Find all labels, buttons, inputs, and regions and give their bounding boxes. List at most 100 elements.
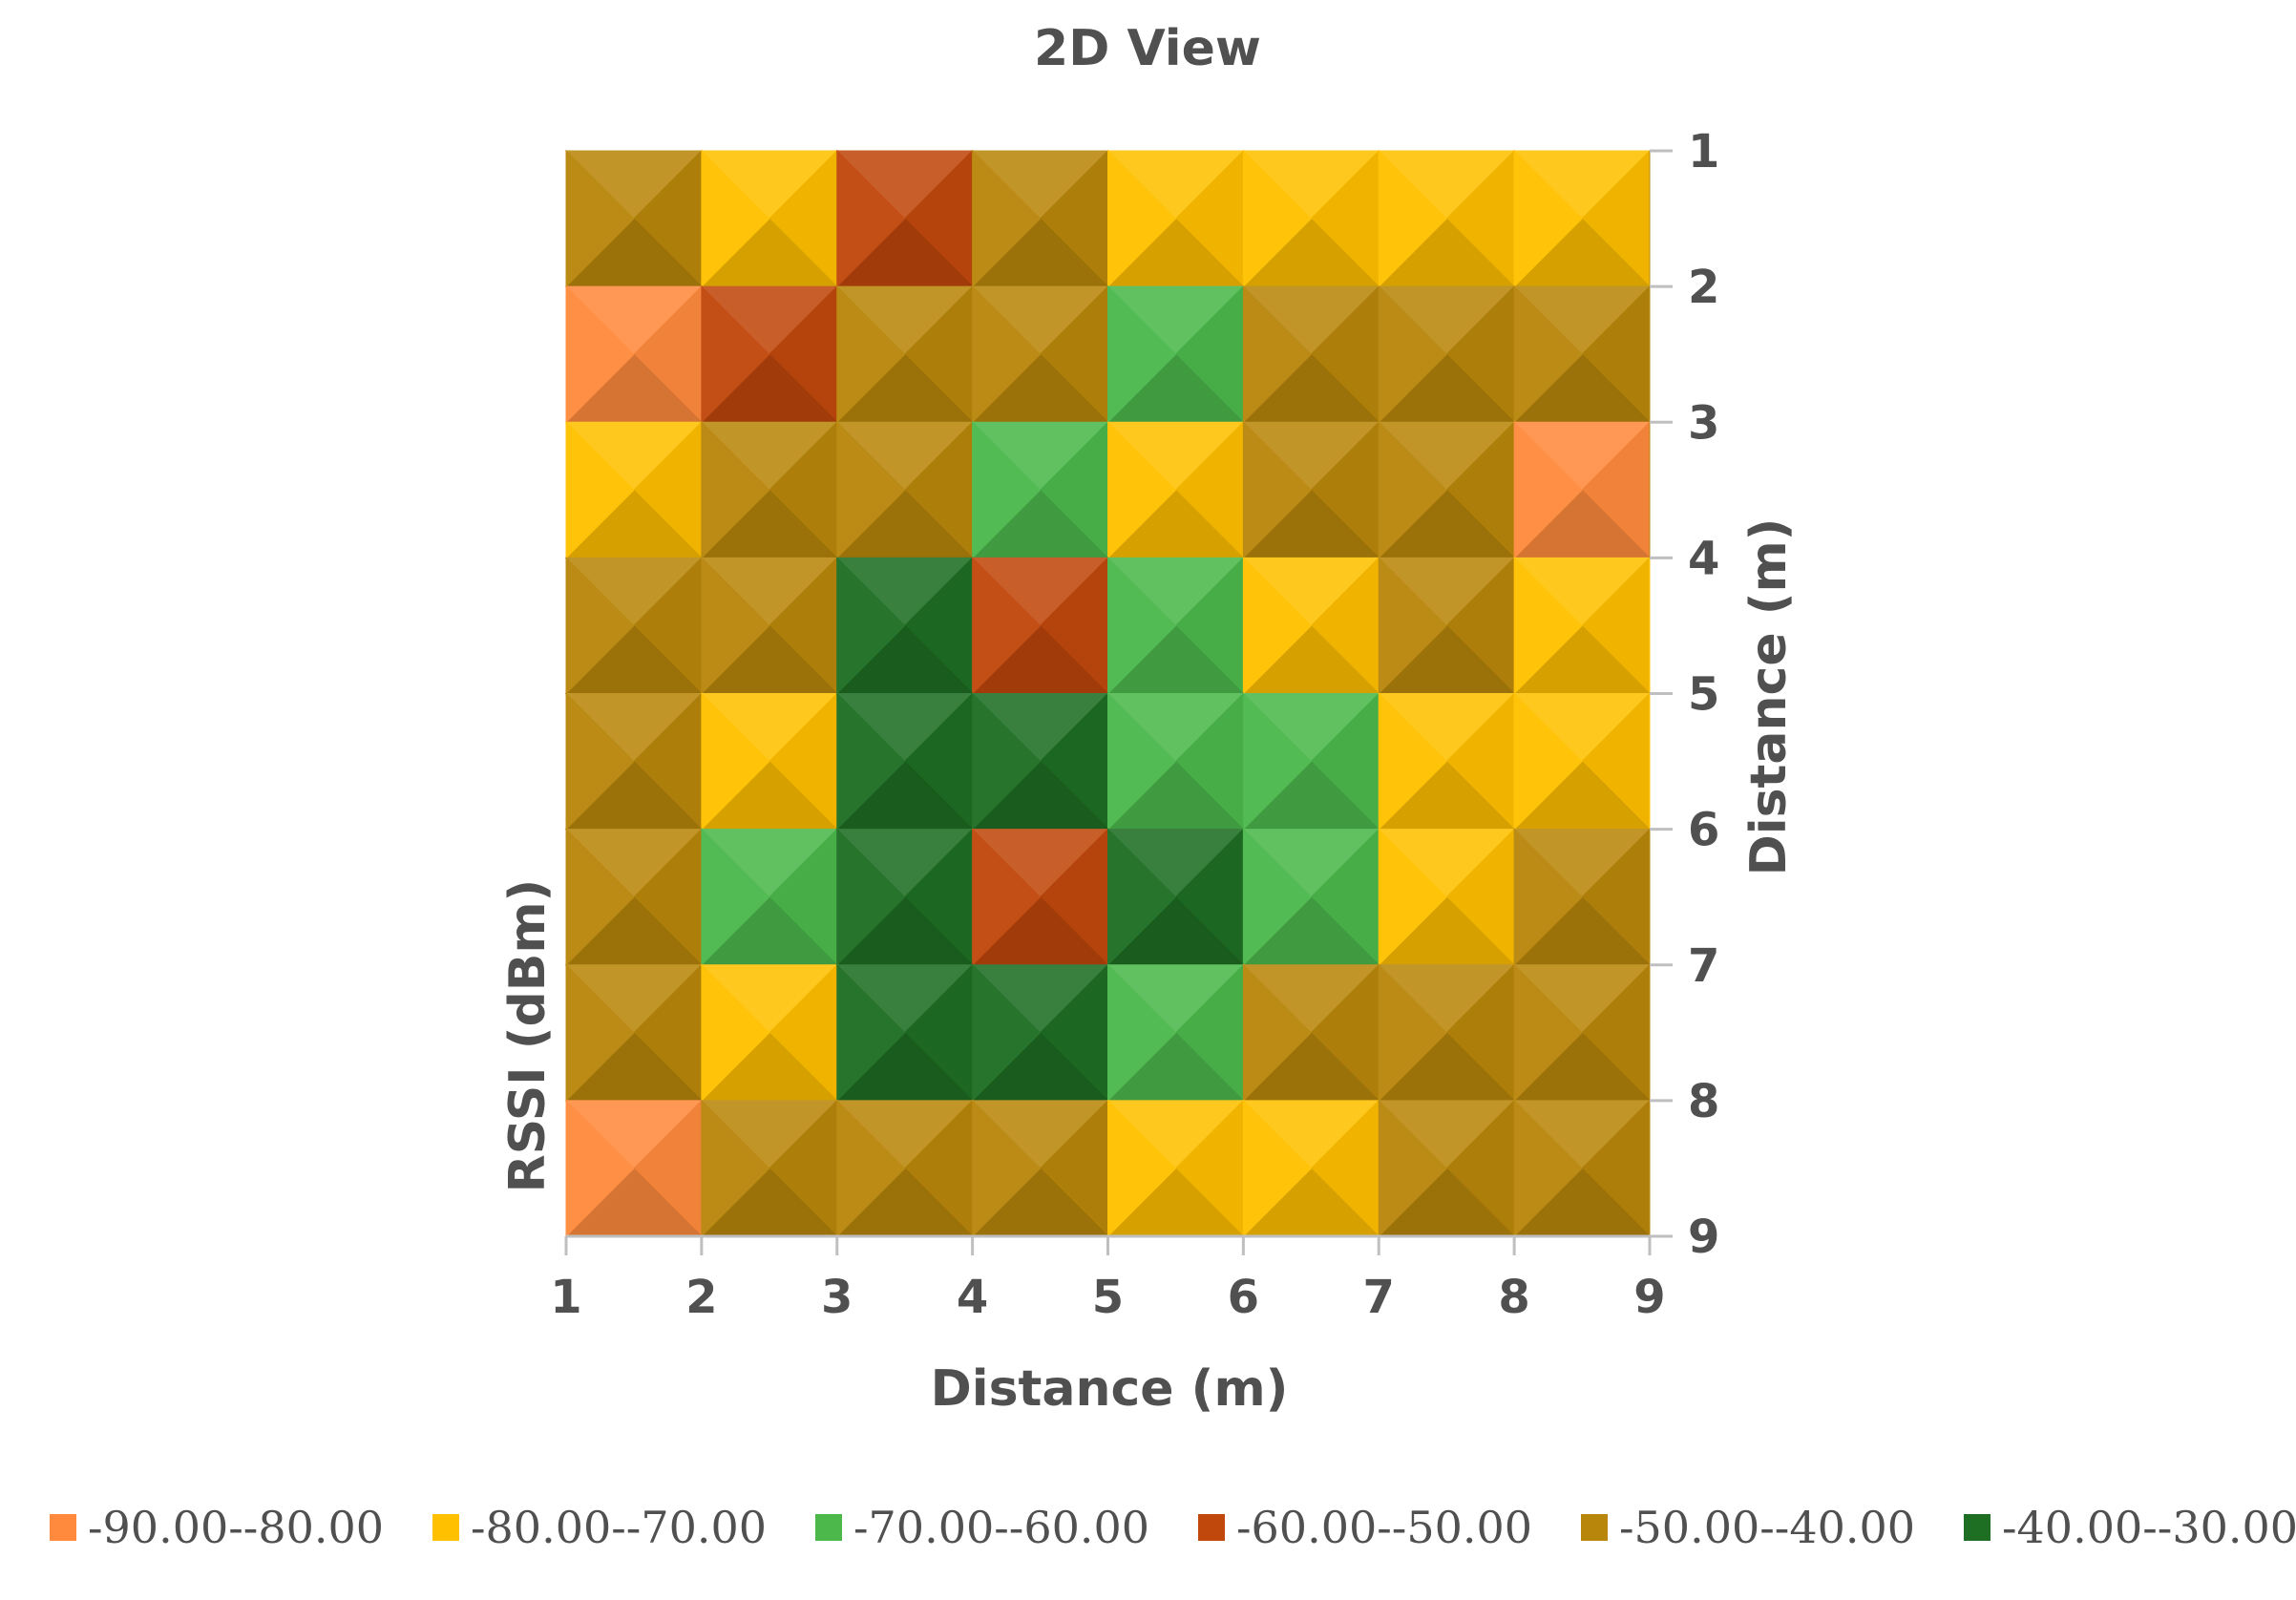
heatmap-facet bbox=[1107, 149, 1177, 288]
y-tick-label: 3 bbox=[1688, 396, 1719, 450]
legend-label: -60.00--50.00 bbox=[1236, 1502, 1532, 1553]
heatmap-cell bbox=[564, 963, 704, 1103]
x-tick-label: 7 bbox=[1363, 1271, 1395, 1324]
heatmap-cell bbox=[971, 1099, 1109, 1238]
heatmap-cell bbox=[1378, 692, 1516, 831]
heatmap-facet bbox=[1378, 1099, 1447, 1238]
heatmap-facet bbox=[1242, 421, 1313, 559]
heatmap-facet bbox=[1378, 284, 1447, 424]
legend-item: -90.00--80.00 bbox=[50, 1502, 384, 1553]
heatmap-cell bbox=[1378, 828, 1516, 966]
heatmap-facet bbox=[836, 963, 906, 1103]
heatmap-facet bbox=[972, 421, 1042, 559]
x-tick-label: 8 bbox=[1498, 1271, 1529, 1324]
heatmap-cell bbox=[1378, 963, 1516, 1103]
heatmap-facet bbox=[972, 284, 1042, 424]
heatmap-facet bbox=[701, 1099, 770, 1238]
heatmap-cell bbox=[1242, 963, 1380, 1103]
legend-label: -40.00--30.00 bbox=[2002, 1502, 2296, 1553]
heatmap-facet bbox=[1242, 692, 1313, 831]
x-tick-label: 2 bbox=[685, 1271, 717, 1324]
heatmap-cell bbox=[971, 284, 1109, 424]
heatmap-facet bbox=[565, 828, 635, 966]
y-tick-label: 1 bbox=[1688, 125, 1719, 179]
heatmap-cell bbox=[1378, 284, 1516, 424]
heatmap-facet bbox=[1242, 1099, 1313, 1238]
heatmap-facet bbox=[1378, 963, 1447, 1103]
heatmap-facet bbox=[1242, 963, 1313, 1103]
heatmap-cell bbox=[1512, 1099, 1652, 1238]
x-tick-label: 6 bbox=[1228, 1271, 1259, 1324]
heatmap-facet bbox=[836, 828, 906, 966]
heatmap-facet bbox=[836, 692, 906, 831]
heatmap-facet bbox=[1513, 284, 1583, 424]
heatmap-facet bbox=[1513, 421, 1583, 559]
heatmap-cell bbox=[1512, 149, 1652, 288]
heatmap-cell bbox=[1242, 149, 1380, 288]
heatmap-facet bbox=[1242, 149, 1313, 288]
heatmap-facet bbox=[1513, 149, 1583, 288]
heatmap-facet bbox=[565, 284, 635, 424]
legend-swatch bbox=[1581, 1514, 1608, 1541]
heatmap-facet bbox=[972, 557, 1042, 695]
heatmap-cell bbox=[835, 692, 974, 831]
heatmap-facet bbox=[1107, 692, 1177, 831]
heatmap-cell bbox=[564, 1099, 704, 1238]
heatmap-cell bbox=[1378, 557, 1516, 695]
heatmap-facet bbox=[1242, 557, 1313, 695]
heatmap-cell bbox=[971, 963, 1109, 1103]
heatmap-facet bbox=[1513, 557, 1583, 695]
heatmap-cell bbox=[971, 557, 1109, 695]
heatmap-cell bbox=[1512, 692, 1652, 831]
heatmap-cell bbox=[1512, 557, 1652, 695]
heatmap-facet bbox=[565, 557, 635, 695]
legend-swatch bbox=[50, 1514, 76, 1541]
heatmap-cell bbox=[1512, 421, 1652, 559]
x-tick-label: 3 bbox=[821, 1271, 853, 1324]
heatmap-facet bbox=[1378, 149, 1447, 288]
heatmap-cell bbox=[835, 284, 974, 424]
heatmap-facet bbox=[972, 963, 1042, 1103]
heatmap-facet bbox=[836, 557, 906, 695]
heatmap-cell bbox=[971, 149, 1109, 288]
heatmap-cell bbox=[1512, 828, 1652, 966]
y-tick-label: 5 bbox=[1688, 668, 1719, 722]
heatmap-cell bbox=[564, 692, 704, 831]
heatmap-facet bbox=[701, 284, 770, 424]
y-axis-ticks: 1 2 3 4 5 6 7 8 9 bbox=[1650, 125, 1719, 1264]
y-tick-label: 4 bbox=[1688, 532, 1719, 585]
heatmap-facet bbox=[836, 284, 906, 424]
heatmap-cell bbox=[700, 828, 838, 966]
heatmap-cell bbox=[835, 828, 974, 966]
legend-item: -50.00--40.00 bbox=[1581, 1502, 1915, 1553]
heatmap-facet bbox=[1242, 284, 1313, 424]
heatmap-facet bbox=[565, 963, 635, 1103]
y-tick-label: 7 bbox=[1688, 939, 1719, 993]
heatmap-facet bbox=[1107, 284, 1177, 424]
heatmap-cell bbox=[564, 828, 704, 966]
heatmap-facet bbox=[1107, 828, 1177, 966]
heatmap-cell bbox=[1378, 1099, 1516, 1238]
y-tick-label: 6 bbox=[1688, 804, 1719, 857]
heatmap-facet bbox=[701, 692, 770, 831]
heatmap-cell bbox=[1242, 828, 1380, 966]
heatmap-facet bbox=[1107, 963, 1177, 1103]
heatmap-cell bbox=[835, 557, 974, 695]
heatmap-cells bbox=[564, 149, 1652, 1238]
heatmap-cell bbox=[971, 692, 1109, 831]
heatmap-cell bbox=[1378, 421, 1516, 559]
heatmap-cell bbox=[1106, 828, 1245, 966]
chart-title: 2D View bbox=[1034, 20, 1261, 77]
heatmap-facet bbox=[1378, 828, 1447, 966]
heatmap-facet bbox=[1513, 692, 1583, 831]
legend-label: -50.00--40.00 bbox=[1619, 1502, 1915, 1553]
heatmap-cell bbox=[700, 284, 838, 424]
y-tick-label: 9 bbox=[1688, 1211, 1719, 1264]
heatmap-cell bbox=[564, 557, 704, 695]
heatmap-facet bbox=[836, 421, 906, 559]
legend-label: -70.00--60.00 bbox=[853, 1502, 1149, 1553]
heatmap-facet bbox=[972, 828, 1042, 966]
legend-label: -80.00--70.00 bbox=[471, 1502, 767, 1553]
legend-item: -80.00--70.00 bbox=[432, 1502, 767, 1553]
heatmap-cell bbox=[1106, 692, 1245, 831]
